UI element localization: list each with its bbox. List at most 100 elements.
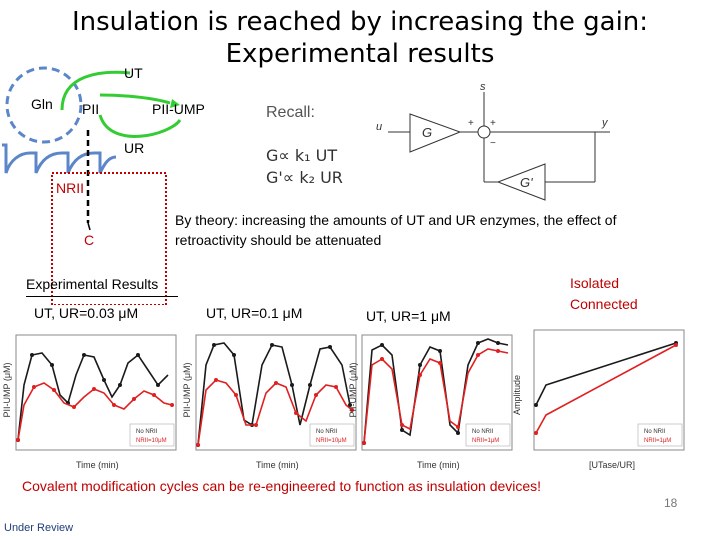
plot1-isolated-marker [82,353,86,357]
plot2-isolated-marker [270,343,274,347]
plot3-isolated-marker [380,343,384,347]
plot3-isolated-marker [456,431,460,435]
ur-arrow [98,114,182,138]
x-axis-label: Time (min) [417,460,460,470]
sum-node-icon [477,125,491,139]
plot-frame [195,334,357,451]
pii-ump-label: PII-UMP [152,101,205,117]
plot-3-label: UT, UR=1 μM [366,308,451,324]
amplitude-isolated-line [535,342,677,406]
legend-block: Isolated Connected [570,273,638,315]
connection-tip [87,222,91,231]
pii-label: PII [82,101,100,117]
signal-s-label: s [480,82,486,93]
mini-legend-no-nrii: No NRII [136,429,158,435]
recall-label: Recall: [266,104,315,121]
plot3-connected-marker [476,353,480,357]
plot2-isolated-marker [348,403,352,407]
ur-label: UR [124,140,145,156]
plot2-connected-marker [196,443,200,447]
page-title: Insulation is reached by increasing the … [0,6,720,70]
plot2-isolated-marker [232,353,236,357]
title-line-1: Insulation is reached by increasing the … [71,7,649,37]
mini-legend-box [465,423,511,447]
plot1-isolated-marker [156,383,160,387]
amplitude-connected-marker [674,343,678,347]
ut-label: UT [124,65,143,81]
plot1-connected-marker [132,397,136,401]
plot2-connected-marker [234,393,238,397]
plot3-connected-marker [400,423,404,427]
pathway-schematic [2,66,182,305]
recall-eq-1: G∝ k₁ UT [266,146,338,165]
amplitude-connected-marker [534,431,538,435]
plot1-isolated-line [17,352,169,441]
mini-legend-box [637,423,683,447]
y-axis-label: PII-UMP (μM) [348,362,358,417]
ut-arrow [60,70,131,111]
plot2-isolated-marker [328,345,332,349]
plot3-connected-marker [456,425,460,429]
plot2-connected-marker [274,381,278,385]
x-axis-label: Time (min) [256,460,299,470]
page-number: 18 [664,496,678,510]
signal-u-label: u [376,121,382,133]
gln-circle [5,66,83,144]
plot3-connected-line [363,348,509,444]
plot3-isolated-marker [438,349,442,353]
sum-minus: − [490,138,496,149]
mini-legend-box [309,423,355,447]
block-g-label: G [422,125,432,140]
mini-legend-no-nrii: No NRII [644,429,666,435]
amplitude-plot: Amplitude [UTase/UR] No NRII NRII=1μM [512,329,685,470]
plot-3: PII-UMP (μM) Time (min) No NRII NRII=1μM [348,334,513,470]
plot-1-label: UT, UR=0.03 μM [34,305,139,321]
feedback-block-diagram: G G' u y s + + − [376,82,610,201]
plot3-connected-marker [418,373,422,377]
plot3-isolated-marker [496,341,500,345]
plot1-connected-marker [152,393,156,397]
gln-label: Gln [31,96,53,112]
plot2-connected-marker [334,385,338,389]
plot-1: PII-UMP (μM) Time (min) No NRII NRII=10μM [2,334,177,470]
footer-under-review: Under Review [4,522,74,534]
legend-connected: Connected [570,296,638,312]
plot1-connected-marker [16,438,20,442]
plot1-isolated-marker [136,353,140,357]
plot1-connected-marker [112,403,116,407]
plot1-connected-marker [92,387,96,391]
mini-legend-nrii: NRII=1μM [644,438,671,444]
plot1-isolated-marker [50,363,54,367]
plot2-isolated-marker [212,343,216,347]
theory-text: By theory: increasing the amounts of UT … [175,212,617,248]
plot2-isolated-marker [290,383,294,387]
conclusion-text: Covalent modification cycles can be re-e… [22,478,542,494]
mini-legend-no-nrii: No NRII [316,429,338,435]
plot2-connected-marker [350,408,354,412]
gain-g-block [409,113,462,153]
plot3-isolated-marker [400,428,404,432]
plot3-connected-marker [438,361,442,365]
plot3-connected-marker [362,441,366,445]
nrii-label: NRII [56,180,84,196]
recall-eq-2: G'∝ k₂ UR [266,168,343,187]
x-axis-label: Time (min) [76,460,119,470]
arrow-head [170,99,180,108]
title-line-2: Experimental results [225,39,495,69]
plot3-connected-marker [380,357,384,361]
plot2-connected-marker [294,411,298,415]
forward-arrow [99,93,171,105]
plot1-connected-marker [170,403,174,407]
downstream-box [51,172,167,305]
signal-y-label: y [601,117,609,129]
plot2-connected-marker [314,393,318,397]
plot-2-label: UT, UR=0.1 μM [206,305,303,321]
y-axis-label: PII-UMP (μM) [2,362,12,417]
block-gprime-label: G' [520,175,533,190]
c-label: C [84,232,95,248]
amplitude-isolated-marker [534,403,538,407]
plot3-connected-marker [496,349,500,353]
plot-frame [15,334,177,451]
plot1-connected-marker [72,405,76,409]
oscillation-input-icon [2,143,117,174]
